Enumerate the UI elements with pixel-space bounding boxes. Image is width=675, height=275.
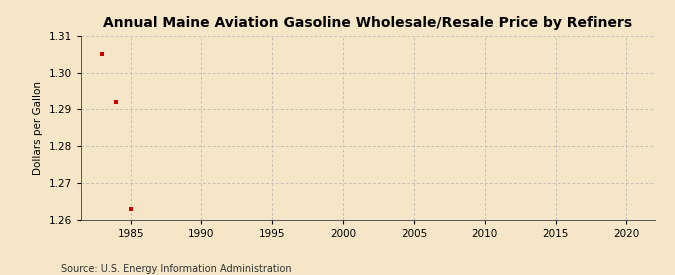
Title: Annual Maine Aviation Gasoline Wholesale/Resale Price by Refiners: Annual Maine Aviation Gasoline Wholesale… [103,16,632,31]
Y-axis label: Dollars per Gallon: Dollars per Gallon [33,81,43,175]
Text: Source: U.S. Energy Information Administration: Source: U.S. Energy Information Administ… [61,264,292,274]
